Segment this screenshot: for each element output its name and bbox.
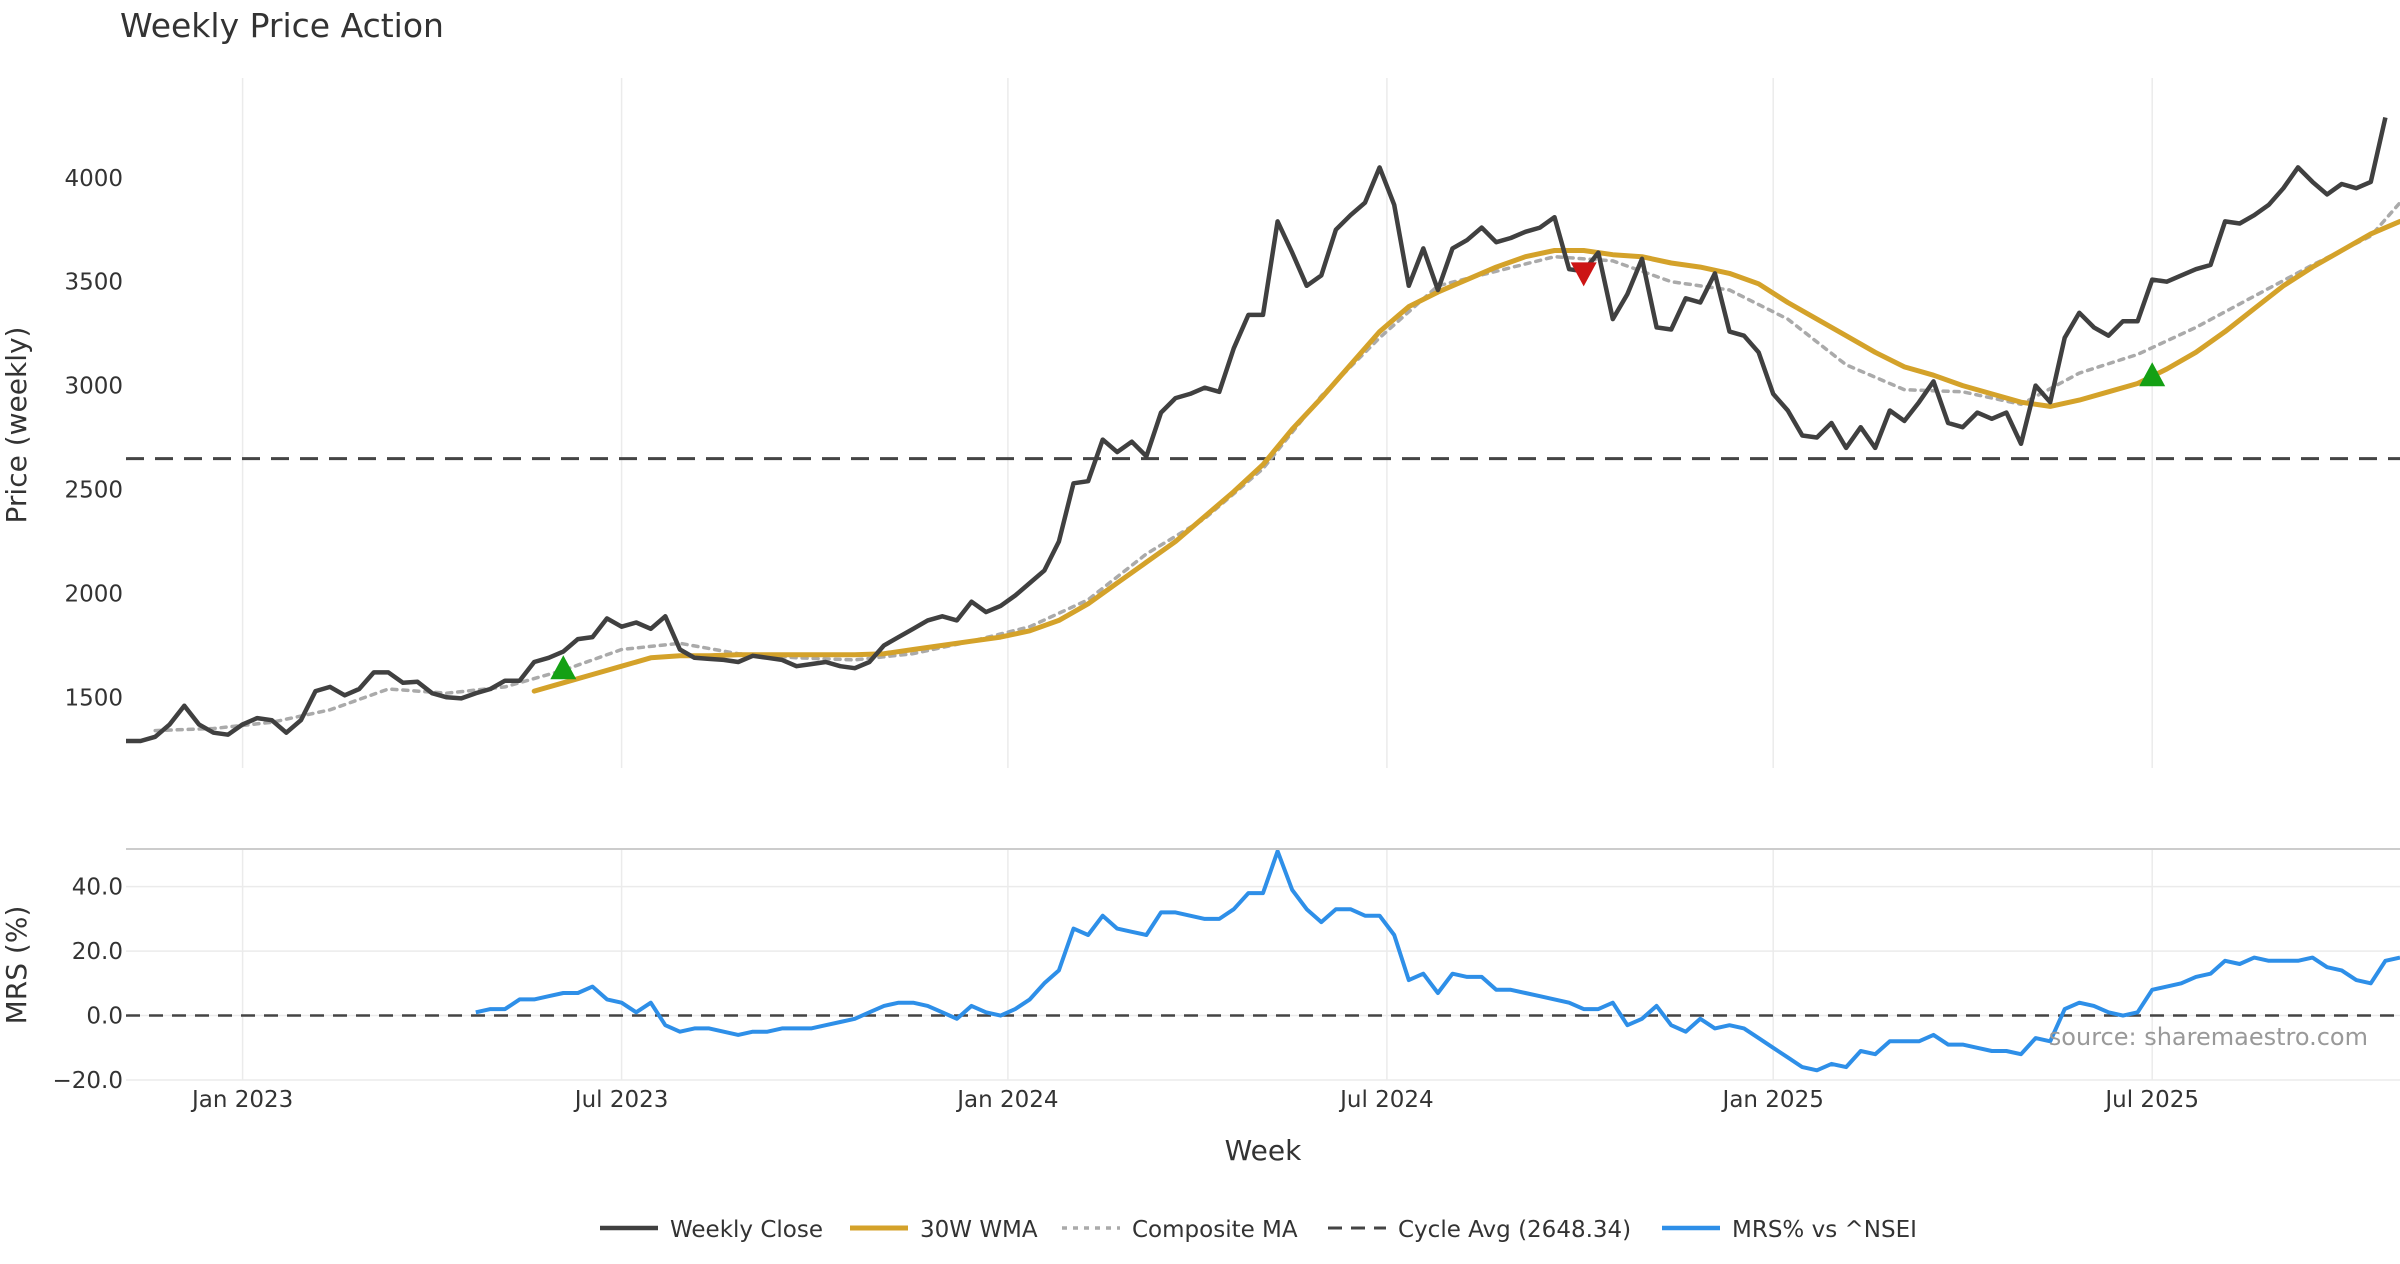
mrs-tick-label: 20.0 bbox=[72, 939, 123, 965]
price-tick-label: 1500 bbox=[64, 685, 123, 711]
wma-30w-line bbox=[531, 218, 2400, 694]
mrs-axis-label: MRS (%) bbox=[0, 906, 33, 1025]
x-tick-label: Jul 2023 bbox=[573, 1087, 669, 1113]
source-watermark: source: sharemaestro.com bbox=[2049, 1023, 2368, 1051]
price-tick-label: 2000 bbox=[64, 581, 123, 607]
x-tick-label: Jan 2025 bbox=[1721, 1087, 1824, 1113]
legend-label: Composite MA bbox=[1132, 1217, 1298, 1243]
x-tick-label: Jul 2024 bbox=[1338, 1087, 1434, 1113]
x-tick-label: Jul 2025 bbox=[2103, 1087, 2199, 1113]
mrs-tick-label: 40.0 bbox=[72, 875, 123, 901]
x-tick-label: Jan 2023 bbox=[190, 1087, 293, 1113]
x-tick-label: Jan 2024 bbox=[955, 1087, 1058, 1113]
week-axis-label: Week bbox=[1225, 1134, 1302, 1167]
legend-label: Weekly Close bbox=[670, 1217, 823, 1243]
price-tick-label: 2500 bbox=[64, 478, 123, 504]
buy-marker bbox=[2139, 362, 2166, 387]
mrs-tick-label: 0.0 bbox=[86, 1004, 123, 1030]
mrs-line bbox=[475, 849, 2400, 1073]
price-tick-label: 3000 bbox=[64, 374, 123, 400]
price-tick-label: 4000 bbox=[64, 166, 123, 192]
price-axis-label: Price (weekly) bbox=[0, 327, 33, 524]
legend-label: MRS% vs ^NSEI bbox=[1732, 1217, 1917, 1243]
legend-label: 30W WMA bbox=[920, 1217, 1038, 1243]
composite-ma-line bbox=[153, 200, 2400, 733]
price-tick-label: 3500 bbox=[64, 270, 123, 296]
chart-title: Weekly Price Action bbox=[120, 6, 444, 45]
sell-marker bbox=[1570, 262, 1597, 287]
legend-label: Cycle Avg (2648.34) bbox=[1398, 1217, 1631, 1243]
weekly-close-line bbox=[126, 117, 2388, 744]
mrs-tick-label: −20.0 bbox=[53, 1068, 123, 1094]
legend: Weekly Close 30W WMA Composite MA Cycle Avg… bbox=[600, 1217, 1917, 1243]
buy-marker bbox=[550, 655, 577, 680]
